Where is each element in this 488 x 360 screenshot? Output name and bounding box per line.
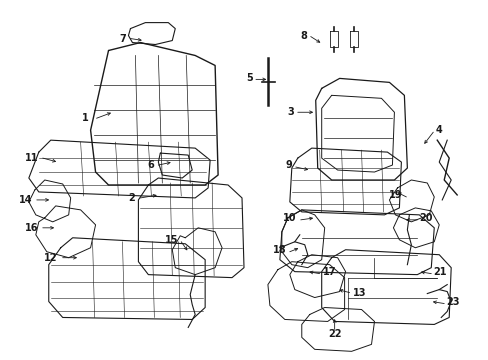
Text: 16: 16: [25, 223, 39, 233]
Text: 17: 17: [322, 267, 336, 276]
Text: 22: 22: [327, 329, 341, 339]
Text: 14: 14: [20, 195, 33, 205]
Text: 6: 6: [147, 160, 154, 170]
Text: 7: 7: [120, 33, 126, 44]
Text: 10: 10: [283, 213, 296, 223]
Text: 20: 20: [419, 213, 432, 223]
Text: 11: 11: [25, 153, 39, 163]
Text: 1: 1: [81, 113, 88, 123]
Text: 9: 9: [285, 160, 291, 170]
Text: 8: 8: [299, 31, 306, 41]
Text: 5: 5: [246, 73, 252, 84]
Text: 2: 2: [128, 193, 135, 203]
Text: 15: 15: [164, 235, 178, 245]
Text: 3: 3: [286, 107, 293, 117]
Text: 4: 4: [434, 125, 441, 135]
Text: 23: 23: [446, 297, 459, 306]
Text: 21: 21: [432, 267, 446, 276]
Text: 18: 18: [273, 245, 286, 255]
Text: 13: 13: [352, 288, 366, 298]
Text: 19: 19: [388, 190, 402, 200]
Text: 12: 12: [44, 253, 58, 263]
